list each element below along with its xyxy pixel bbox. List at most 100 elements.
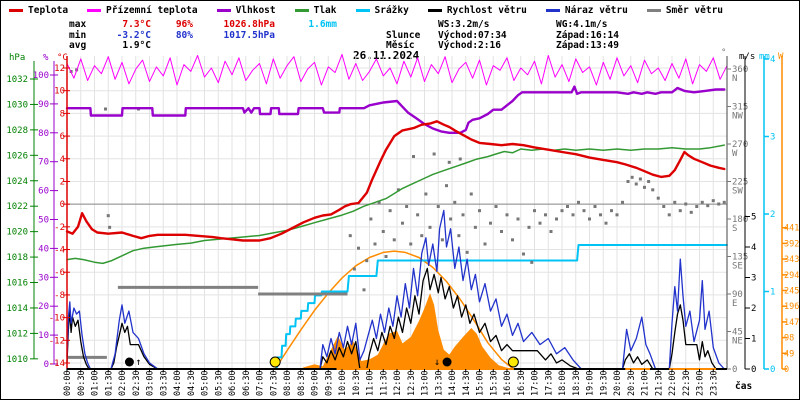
time-axis-caption: čas <box>735 381 752 392</box>
svg-text:06:00: 06:00 <box>228 370 238 396</box>
sunrise-icon <box>269 356 281 368</box>
legend-swatch-icon <box>87 9 102 12</box>
avg-label: avg <box>69 40 87 51</box>
svg-text:17:00: 17:00 <box>531 370 541 396</box>
svg-text:147: 147 <box>784 318 799 328</box>
svg-text:14:00: 14:00 <box>448 370 458 396</box>
legend-item-teplota: Teplota <box>9 5 68 16</box>
legend-label: Směr větru <box>665 5 724 16</box>
legend-label: Náraz větru <box>564 5 628 16</box>
avg-temp: 1.9°C <box>122 40 151 51</box>
legend-item-sr-ky: Srážky <box>355 5 409 16</box>
legend-label: Teplota <box>28 5 69 16</box>
legend-swatch-icon <box>355 9 370 12</box>
svg-text:S: S <box>732 224 737 234</box>
legend-swatch-icon <box>9 9 23 12</box>
astro-markers: ↑ ↓ <box>124 356 519 368</box>
svg-text:40: 40 <box>38 244 49 254</box>
svg-text:441: 441 <box>784 224 799 234</box>
svg-text:N: N <box>732 74 737 84</box>
svg-text:90: 90 <box>38 100 49 110</box>
min-pressure: 1017.5hPa <box>223 29 275 41</box>
wind-gust-stat: WG:4.1m/s <box>556 19 608 30</box>
svg-text:45: 45 <box>732 328 743 338</box>
svg-text:1016: 1016 <box>6 279 28 289</box>
svg-text:0: 0 <box>751 365 756 375</box>
svg-text:04:00: 04:00 <box>173 370 183 396</box>
series-rychlost_vetru <box>66 267 725 370</box>
svg-text:21:00: 21:00 <box>641 370 651 396</box>
legend-item-tlak: Tlak <box>294 5 337 16</box>
wind-stats-row: WS:3.2m/s WG:4.1m/s <box>386 19 619 31</box>
svg-text:343: 343 <box>784 255 799 265</box>
rise-arrow-icon: ↑ <box>135 357 141 368</box>
svg-text:1018: 1018 <box>6 253 28 263</box>
svg-text:1024: 1024 <box>6 177 28 187</box>
svg-text:mm: mm <box>759 52 770 62</box>
svg-text:19:00: 19:00 <box>586 370 596 396</box>
moonset-icon <box>442 357 452 367</box>
svg-text:12:00: 12:00 <box>393 370 403 396</box>
series-vlhkost <box>65 85 726 135</box>
svg-text:2: 2 <box>60 177 65 187</box>
svg-text:°C: °C <box>57 53 68 63</box>
svg-text:E: E <box>732 299 737 309</box>
svg-text:06:30: 06:30 <box>242 370 252 396</box>
svg-text:%: % <box>43 53 49 63</box>
svg-text:392: 392 <box>784 239 799 249</box>
svg-text:18:30: 18:30 <box>572 370 582 396</box>
legend-swatch-icon <box>545 9 560 12</box>
svg-text:02:30: 02:30 <box>132 370 142 396</box>
svg-text:02:00: 02:00 <box>118 370 128 396</box>
max-pressure: 1026.8hPa <box>223 19 275 30</box>
moonrise-icon <box>124 357 134 367</box>
svg-text:NE: NE <box>732 337 743 347</box>
svg-text:W: W <box>732 149 738 159</box>
legend-swatch-icon <box>646 9 661 12</box>
svg-text:07:00: 07:00 <box>256 370 266 396</box>
axis-radiation: W 441 392 343 294 245 196 147 98 49 0 <box>778 52 799 375</box>
svg-text:100: 100 <box>33 71 49 81</box>
svg-text:8: 8 <box>60 109 65 119</box>
svg-text:08:30: 08:30 <box>297 370 307 396</box>
svg-text:05:30: 05:30 <box>214 370 224 396</box>
wind-speed-stat: WS:3.2m/s <box>438 19 490 30</box>
legend-label: Tlak <box>313 5 337 16</box>
svg-text:3: 3 <box>751 274 756 284</box>
svg-text:70: 70 <box>38 158 49 168</box>
stats-row-min: min -3.2°C 80% 1017.5hPa <box>69 29 337 42</box>
svg-text:17:30: 17:30 <box>544 370 554 396</box>
svg-text:-12: -12 <box>49 336 65 346</box>
svg-text:0: 0 <box>60 200 65 210</box>
legend: Teplota Přízemní teplota Vlhkost Tlak Srážky… <box>9 5 723 16</box>
series-naraz_vetru <box>66 209 725 370</box>
svg-text:15:30: 15:30 <box>489 370 499 396</box>
svg-text:SW: SW <box>732 187 743 197</box>
axis-wind: m/s 5 4 3 2 1 0 <box>739 52 756 375</box>
series-srazky_kumulativne <box>66 244 728 370</box>
legend-item-rychlost-v-tru: Rychlost větru <box>427 5 527 16</box>
legend-item-sm-r-v-tru: Směr větru <box>646 5 724 16</box>
svg-text:15:00: 15:00 <box>476 370 486 396</box>
min-label: min <box>69 29 87 41</box>
legend-item-p-zemn-teplota: Přízemní teplota <box>87 5 198 16</box>
svg-text:315: 315 <box>732 103 748 113</box>
svg-text:4: 4 <box>60 155 65 165</box>
legend-label: Vlhkost <box>235 5 276 16</box>
series-radiace <box>300 293 516 369</box>
svg-text:10:00: 10:00 <box>338 370 348 396</box>
stats-block-right: WS:3.2m/s WG:4.1m/s Slunce Východ:07:34 … <box>386 19 619 52</box>
set-arrow-icon: ↓ <box>434 357 440 368</box>
svg-text:5: 5 <box>751 213 756 223</box>
svg-text:1026: 1026 <box>6 151 28 161</box>
svg-text:20:30: 20:30 <box>627 370 637 396</box>
svg-text:-10: -10 <box>49 314 65 324</box>
svg-text:225: 225 <box>732 178 748 188</box>
svg-text:4: 4 <box>751 243 756 253</box>
svg-text:2: 2 <box>751 304 756 314</box>
svg-text:270: 270 <box>732 140 748 150</box>
svg-text:80: 80 <box>38 129 49 139</box>
max-temp: 7.3°C <box>122 19 151 30</box>
